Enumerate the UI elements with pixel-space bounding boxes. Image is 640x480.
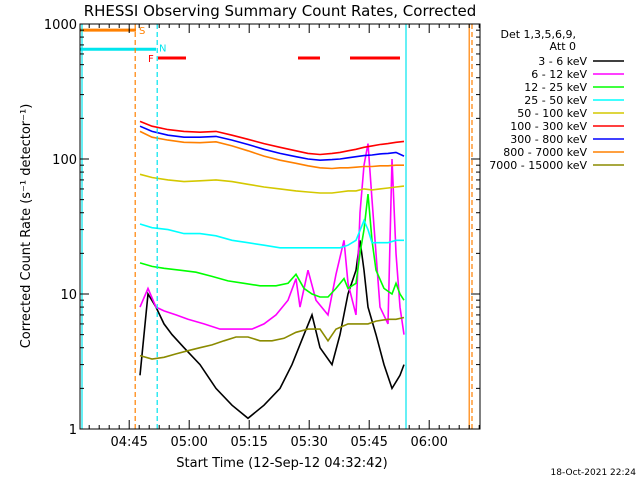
x-tick-label: 05:00 [170, 435, 207, 450]
marker-f-label: F [148, 54, 154, 65]
series-line-0 [139, 240, 405, 420]
y-axis: 1 10 100 1000 [44, 18, 480, 438]
x-axis-label: Start Time (12-Sep-12 04:32:42) [176, 456, 387, 471]
marker-s-label: S [139, 26, 145, 37]
legend-label: 6 - 12 keV [531, 68, 587, 81]
legend-label: 12 - 25 keV [524, 81, 587, 94]
x-tick-label: 04:45 [110, 435, 147, 450]
series-line-8 [139, 316, 405, 360]
x-tick-label: 06:00 [410, 435, 447, 450]
series-line-1 [139, 143, 405, 335]
chart-title: RHESSI Observing Summary Count Rates, Co… [84, 2, 477, 20]
series-line-2 [139, 194, 405, 301]
series-line-7 [139, 130, 404, 170]
y-axis-label: Corrected Count Rate (s⁻¹ detector⁻¹) [19, 104, 34, 349]
marker-n-label: N [159, 43, 166, 54]
series-line-3 [139, 218, 404, 249]
x-tick-label: 05:30 [290, 435, 327, 450]
markers-layer: S NF [80, 26, 400, 65]
legend-label: 7000 - 15000 keV [489, 159, 587, 172]
legend-label: 3 - 6 keV [538, 55, 587, 68]
series-layer [139, 120, 405, 420]
series-line-4 [139, 173, 405, 194]
x-tick-label: 05:15 [230, 435, 267, 450]
legend-header-line: Att 0 [550, 40, 576, 53]
series-line-6 [139, 125, 405, 162]
plot-frame [79, 23, 481, 430]
legend-label: 25 - 50 keV [524, 94, 587, 107]
legend-header-line: Det 1,3,5,6,9, [500, 28, 576, 41]
legend-label: 800 - 7000 keV [503, 146, 587, 159]
timestamp: 18-Oct-2021 22:24 [551, 468, 637, 478]
y-tick-label: 100 [52, 153, 77, 168]
y-tick-label: 1 [69, 423, 77, 438]
y-tick-label: 1000 [44, 18, 77, 33]
x-axis: 04:45 05:00 05:15 05:30 05:45 06:00 [88, 24, 480, 450]
legend-label: 50 - 100 keV [517, 107, 587, 120]
x-tick-label: 05:45 [350, 435, 387, 450]
series-line-5 [139, 120, 405, 156]
legend-label: 300 - 800 keV [510, 133, 587, 146]
y-tick-label: 10 [60, 288, 77, 303]
legend-label: 100 - 300 keV [510, 120, 587, 133]
vertical-lines-layer [81, 24, 473, 429]
